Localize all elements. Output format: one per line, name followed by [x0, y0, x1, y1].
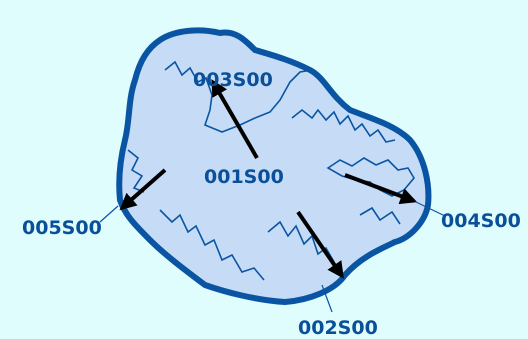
- label-southeast: 002S00: [298, 317, 378, 339]
- label-north: 003S00: [193, 69, 273, 91]
- label-west: 005S00: [22, 217, 102, 239]
- arrow-to-north: [211, 79, 259, 160]
- leader-lines: [99, 201, 446, 313]
- arrow-to-west: [119, 168, 167, 211]
- label-center: 001S00: [204, 166, 284, 188]
- label-east: 004S00: [441, 210, 521, 232]
- island-coastline: [116, 27, 432, 305]
- arrow-to-east: [344, 173, 418, 205]
- flow-arrows: [119, 79, 418, 279]
- arrow-to-southeast: [296, 210, 344, 279]
